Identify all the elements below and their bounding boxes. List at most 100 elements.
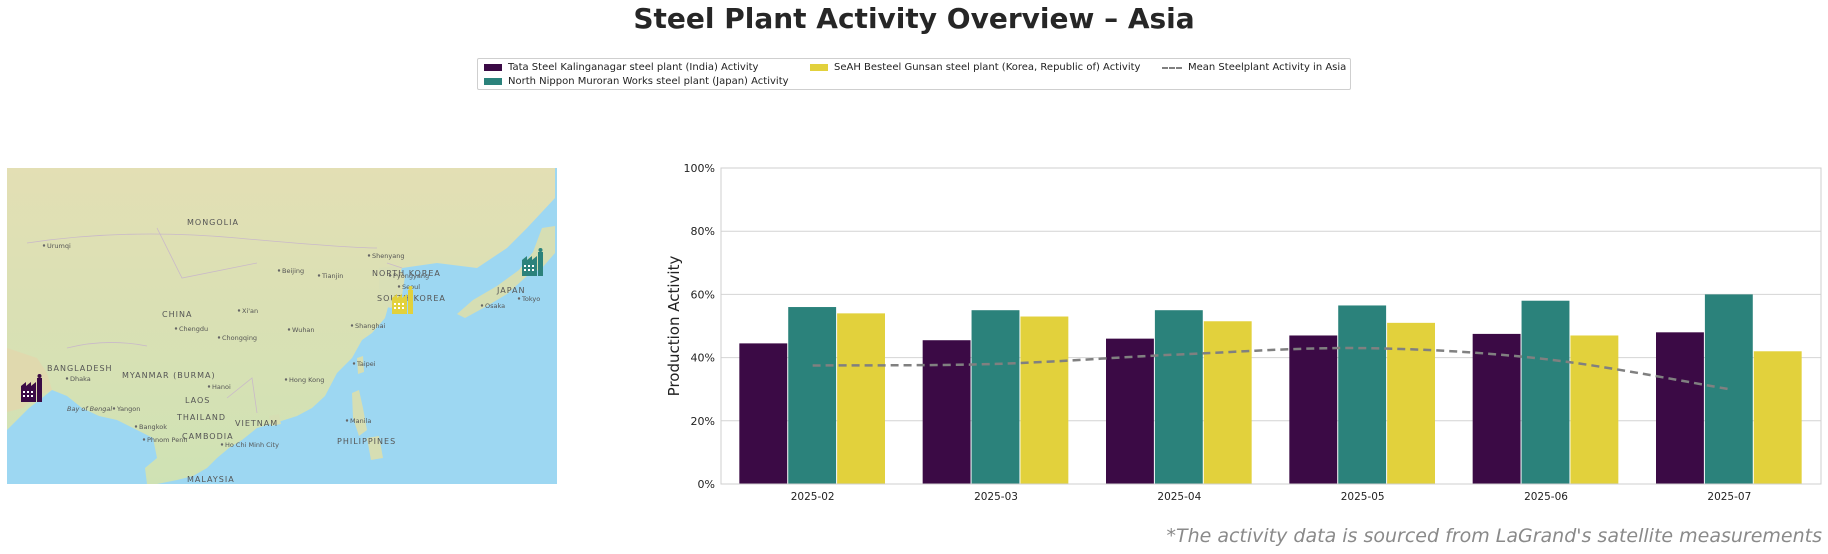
city-dot — [350, 324, 354, 327]
bar-2025-05-series-2 — [1387, 322, 1435, 484]
map-label-tianjin: Tianjin — [321, 272, 343, 280]
y-tick-label: 40% — [691, 352, 715, 365]
city-dot — [207, 385, 211, 388]
map-label-xi-an: Xi'an — [242, 307, 258, 315]
map-label-laos: LAOS — [185, 396, 210, 405]
footnote: *The activity data is sourced from LaGra… — [1166, 525, 1822, 547]
window-icon — [394, 303, 396, 305]
mean-activity-line — [812, 346, 1730, 391]
bar-2025-03-series-2 — [1020, 316, 1069, 484]
mainland-asia — [7, 168, 555, 484]
x-tick-label: 2025-07 — [1707, 491, 1751, 503]
map-label-hanoi: Hanoi — [212, 383, 231, 391]
x-tick-label: 2025-03 — [974, 491, 1018, 503]
bar-2025-05-series-0 — [1289, 335, 1338, 484]
map-label-ho-chi-minh-city: Ho Chi Minh City — [225, 441, 279, 449]
map-label-pyongyang: Pyongyang — [393, 272, 429, 280]
legend-item-india: Tata Steel Kalinganagar steel plant (Ind… — [484, 62, 758, 73]
city-dot — [220, 443, 224, 446]
bar-2025-05-series-1 — [1338, 305, 1387, 484]
window-icon — [524, 265, 526, 267]
bar-2025-07-series-2 — [1753, 351, 1802, 484]
x-tick-label: 2025-06 — [1524, 491, 1568, 503]
window-icon — [532, 269, 534, 271]
y-tick-label: 20% — [691, 415, 715, 428]
y-tick-label: 60% — [691, 288, 715, 301]
window-icon — [23, 391, 25, 393]
window-icon — [27, 391, 29, 393]
philippines-islands — [352, 390, 383, 460]
plant-marker-korea — [392, 286, 413, 314]
city-dot — [112, 407, 116, 410]
map-label-phnom-penh: Phnom Penh — [147, 436, 187, 444]
bar-2025-06-series-1 — [1521, 300, 1570, 484]
window-icon — [398, 307, 400, 309]
city-dot — [174, 327, 178, 330]
map-label-yangon: Yangon — [116, 405, 140, 413]
map-label-shenyang: Shenyang — [372, 252, 404, 260]
city-dot — [284, 378, 288, 381]
map-label-chengdu: Chengdu — [179, 325, 208, 333]
map-label-thailand: THAILAND — [176, 413, 226, 422]
chart-axes: 0% 20% 40% 60% 80% 100% Production Activity 202… — [665, 162, 1822, 503]
x-tick-label: 2025-04 — [1157, 491, 1201, 503]
map-label-mongolia: MONGOLIA — [187, 218, 239, 227]
y-tick-label: 100% — [684, 162, 715, 175]
map-label-japan: JAPAN — [496, 286, 525, 295]
map-label-vietnam: VIETNAM — [235, 419, 278, 428]
legend-item-mean: Mean Steelplant Activity in Asia — [1162, 62, 1346, 73]
plant-marker-india — [21, 374, 42, 402]
city-dot — [134, 425, 138, 428]
city-dot — [287, 328, 291, 331]
map-label-myanmar-burma-: MYANMAR (BURMA) — [122, 371, 216, 380]
bar-2025-03-series-1 — [971, 310, 1020, 484]
city-dot — [142, 438, 146, 441]
legend-label-india: Tata Steel Kalinganagar steel plant (Ind… — [508, 62, 759, 73]
legend-label-japan: North Nippon Muroran Works steel plant (… — [508, 76, 789, 87]
map-label-osaka: Osaka — [485, 302, 505, 310]
map-label-china: CHINA — [162, 310, 192, 319]
map-label-taipei: Taipei — [356, 360, 376, 368]
bar-2025-03-series-0 — [922, 340, 971, 484]
bar-2025-06-series-2 — [1570, 335, 1619, 484]
bar-2025-07-series-1 — [1704, 294, 1753, 484]
window-icon — [31, 391, 33, 393]
legend-label-mean: Mean Steelplant Activity in Asia — [1188, 62, 1347, 73]
bar-2025-06-series-0 — [1472, 333, 1521, 484]
map-label-malaysia: MALAYSIA — [187, 475, 235, 484]
chart-mean-line — [812, 346, 1730, 391]
x-tick-label: 2025-05 — [1341, 491, 1385, 503]
map-label-north-korea: NORTH KOREA — [372, 269, 441, 278]
bar-2025-02-series-0 — [739, 343, 788, 484]
map-markers — [21, 248, 543, 402]
bar-2025-04-series-2 — [1203, 321, 1252, 484]
map-label-dhaka: Dhaka — [70, 375, 91, 383]
map-label-cambodia: CAMBODIA — [182, 432, 234, 441]
y-tick-label: 80% — [691, 225, 715, 238]
page-title: Steel Plant Activity Overview – Asia — [633, 2, 1195, 35]
bar-2025-07-series-0 — [1656, 332, 1704, 484]
city-dot — [237, 309, 241, 312]
chart-legend: Tata Steel Kalinganagar steel plant (Ind… — [477, 58, 1351, 90]
map-label-manila: Manila — [350, 417, 371, 425]
window-icon — [532, 265, 534, 267]
bar-2025-02-series-1 — [788, 307, 837, 484]
map-label-shanghai: Shanghai — [355, 322, 386, 330]
x-tick-label: 2025-02 — [791, 491, 835, 503]
smoke-icon — [408, 286, 413, 290]
smoke-icon — [37, 374, 42, 378]
chimney-icon — [408, 290, 413, 314]
window-icon — [524, 269, 526, 271]
japan-islands — [457, 226, 555, 318]
city-dot — [388, 274, 392, 277]
city-dot — [397, 285, 401, 288]
smoke-icon — [538, 248, 543, 252]
legend-swatch-japan — [484, 78, 502, 85]
borders — [26, 227, 403, 414]
city-dot — [217, 336, 221, 339]
india-landmass — [7, 348, 52, 412]
legend-item-korea: SeAH Besteel Gunsan steel plant (Korea, … — [810, 62, 1140, 73]
city-dot — [517, 297, 521, 300]
